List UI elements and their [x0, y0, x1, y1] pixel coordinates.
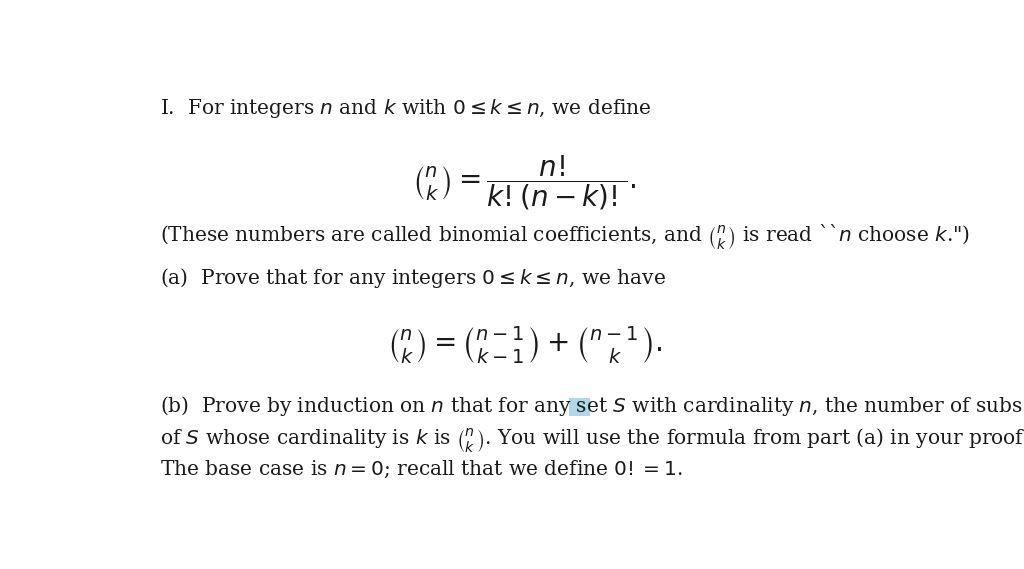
Text: (These numbers are called binomial coefficients, and $\binom{n}{k}$ is read ``$n: (These numbers are called binomial coeff… — [160, 222, 978, 252]
Text: The base case is $n = 0$; recall that we define $0! = 1$.: The base case is $n = 0$; recall that we… — [160, 459, 682, 480]
Text: $\binom{n}{k} = \dfrac{n!}{k!(n-k)!}.$: $\binom{n}{k} = \dfrac{n!}{k!(n-k)!}.$ — [413, 154, 637, 212]
Text: $\binom{n}{k} = \binom{n-1}{k-1} + \binom{n-1}{k}.$: $\binom{n}{k} = \binom{n-1}{k-1} + \bino… — [387, 324, 663, 366]
Text: (a)  Prove that for any integers $0 \leq k \leq n$, we have: (a) Prove that for any integers $0 \leq … — [160, 266, 666, 290]
Text: (b)  Prove by induction on $n$ that for any set $S$ with cardinality $n$, the nu: (b) Prove by induction on $n$ that for a… — [160, 394, 1024, 418]
Text: of $S$ whose cardinality is $k$ is $\binom{n}{k}$. You will use the formula from: of $S$ whose cardinality is $k$ is $\bin… — [160, 426, 1024, 455]
Text: I.  For integers $n$ and $k$ with $0 \leq k \leq n$, we define: I. For integers $n$ and $k$ with $0 \leq… — [160, 97, 651, 119]
FancyBboxPatch shape — [569, 398, 590, 416]
